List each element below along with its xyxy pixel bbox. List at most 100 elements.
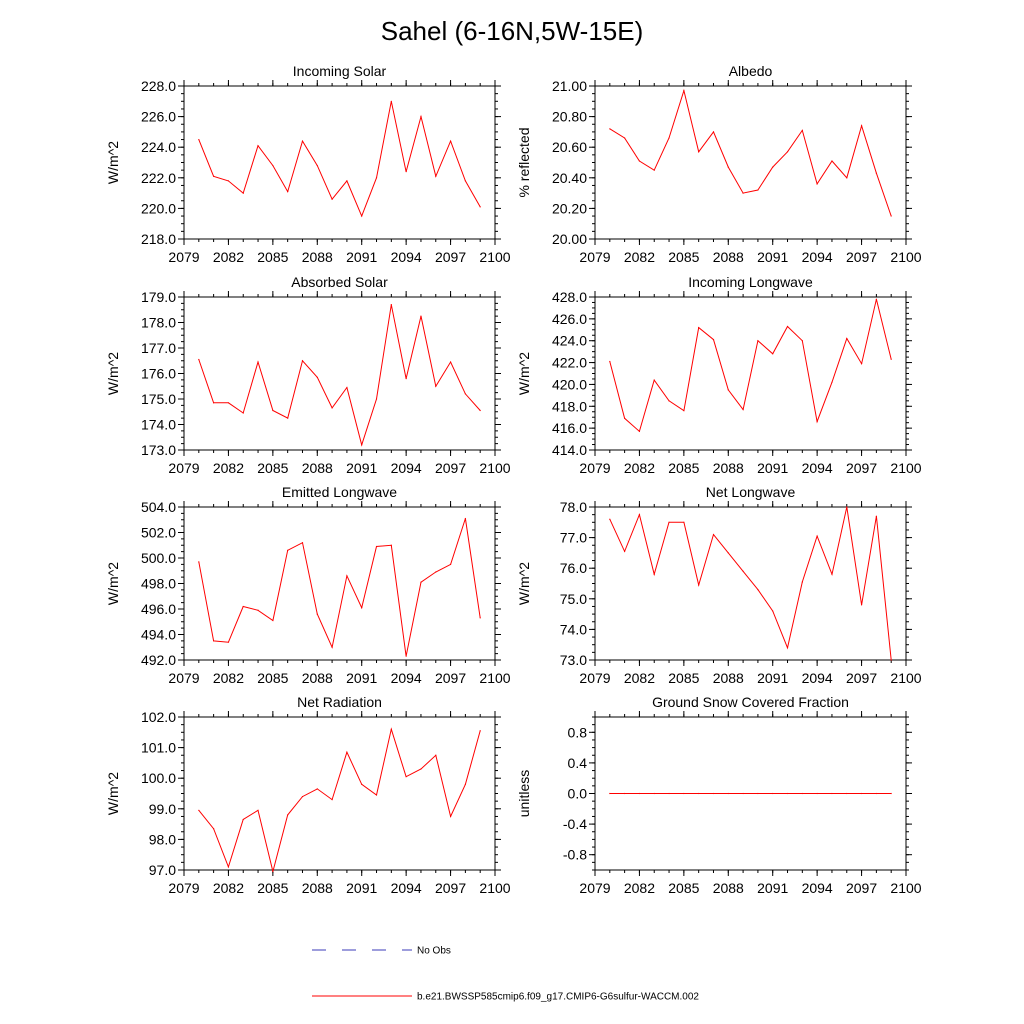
y-axis-label: W/m^2 — [105, 352, 121, 395]
data-point — [257, 361, 259, 363]
data-point — [316, 164, 318, 167]
data-point — [316, 613, 318, 615]
x-tick-label: 2085 — [257, 249, 288, 265]
y-tick-label: -0.4 — [563, 816, 587, 832]
data-point — [609, 518, 611, 520]
data-point — [638, 514, 641, 516]
data-point — [890, 215, 892, 217]
data-point — [227, 180, 230, 182]
y-tick-label: 224.0 — [141, 139, 176, 155]
series-line — [198, 518, 481, 657]
data-point — [624, 417, 626, 419]
data-point — [390, 304, 392, 306]
data-point — [668, 521, 670, 523]
x-tick-label: 2100 — [890, 249, 921, 265]
data-point — [405, 378, 407, 380]
data-point — [683, 410, 685, 412]
data-point — [846, 506, 848, 508]
data-point — [860, 363, 863, 365]
data-point — [712, 792, 715, 795]
y-tick-label: 500.0 — [141, 550, 176, 566]
data-point — [242, 605, 244, 608]
plot-frame — [183, 716, 496, 871]
panel-title: Incoming Longwave — [688, 274, 813, 290]
x-tick-label: 2091 — [757, 460, 788, 476]
y-axis-label: W/m^2 — [105, 562, 121, 605]
data-point — [449, 563, 452, 565]
data-point — [257, 609, 259, 611]
data-point — [331, 407, 333, 409]
y-tick-label: 174.0 — [141, 417, 176, 433]
data-point — [668, 137, 670, 139]
y-axis-label: % reflected — [516, 127, 532, 197]
x-tick-label: 2088 — [302, 670, 333, 686]
x-tick-label: 2088 — [302, 460, 333, 476]
y-tick-label: 426.0 — [552, 311, 587, 327]
x-tick-label: 2079 — [579, 249, 610, 265]
data-point — [698, 151, 700, 153]
data-point — [638, 160, 641, 162]
y-tick-label: 102.0 — [141, 709, 176, 725]
y-tick-label: 76.0 — [560, 560, 587, 576]
x-tick-label: 2088 — [713, 880, 744, 896]
x-tick-label: 2097 — [435, 670, 466, 686]
data-point — [816, 183, 818, 185]
data-point — [375, 398, 378, 400]
y-tick-label: 75.0 — [560, 591, 587, 607]
data-point — [257, 145, 259, 147]
data-point — [272, 409, 274, 412]
panel-title: Absorbed Solar — [291, 274, 388, 290]
x-tick-label: 2094 — [391, 880, 422, 896]
legend-label-model-run: b.e21.BWSSP585cmip6.f09_g17.CMIP6-G6sulf… — [417, 992, 699, 1003]
legend-label-no-obs: No Obs — [417, 946, 451, 957]
x-tick-label: 2085 — [668, 249, 699, 265]
data-point — [727, 792, 729, 795]
data-point — [624, 792, 626, 795]
data-point — [860, 125, 863, 127]
data-point — [757, 189, 759, 191]
data-point — [698, 584, 700, 586]
y-tick-label: 74.0 — [560, 621, 587, 637]
y-tick-label: 78.0 — [560, 499, 587, 515]
y-tick-label: 498.0 — [141, 576, 176, 592]
data-point — [609, 792, 611, 795]
x-tick-label: 2100 — [479, 249, 510, 265]
data-point — [227, 641, 230, 643]
x-tick-label: 2091 — [346, 460, 377, 476]
data-point — [449, 361, 452, 363]
data-point — [712, 533, 715, 536]
data-point — [272, 164, 274, 167]
y-tick-label: 178.0 — [141, 315, 176, 331]
data-point — [331, 646, 333, 648]
x-tick-label: 2091 — [757, 880, 788, 896]
data-point — [757, 792, 759, 795]
y-axis-label: W/m^2 — [105, 141, 121, 184]
x-tick-label: 2082 — [624, 880, 655, 896]
data-point — [242, 818, 244, 821]
data-point — [257, 809, 259, 811]
data-point — [846, 792, 848, 795]
y-tick-label: 420.0 — [552, 376, 587, 392]
data-point — [479, 617, 481, 619]
data-point — [772, 353, 774, 355]
y-tick-label: 496.0 — [141, 601, 176, 617]
data-point — [301, 795, 304, 798]
data-point — [772, 610, 774, 612]
data-point — [831, 573, 833, 575]
data-point — [316, 788, 318, 790]
data-point — [361, 215, 363, 217]
data-point — [890, 792, 892, 795]
data-point — [464, 783, 466, 785]
data-point — [846, 177, 848, 179]
x-tick-label: 2094 — [802, 460, 833, 476]
x-tick-label: 2097 — [435, 460, 466, 476]
data-point — [668, 792, 670, 795]
y-tick-label: 414.0 — [552, 442, 587, 458]
data-point — [449, 815, 452, 818]
x-tick-label: 2100 — [479, 670, 510, 686]
x-tick-label: 2094 — [802, 880, 833, 896]
data-point — [772, 792, 774, 795]
x-tick-label: 2085 — [668, 460, 699, 476]
x-tick-label: 2085 — [257, 880, 288, 896]
x-tick-label: 2097 — [435, 880, 466, 896]
